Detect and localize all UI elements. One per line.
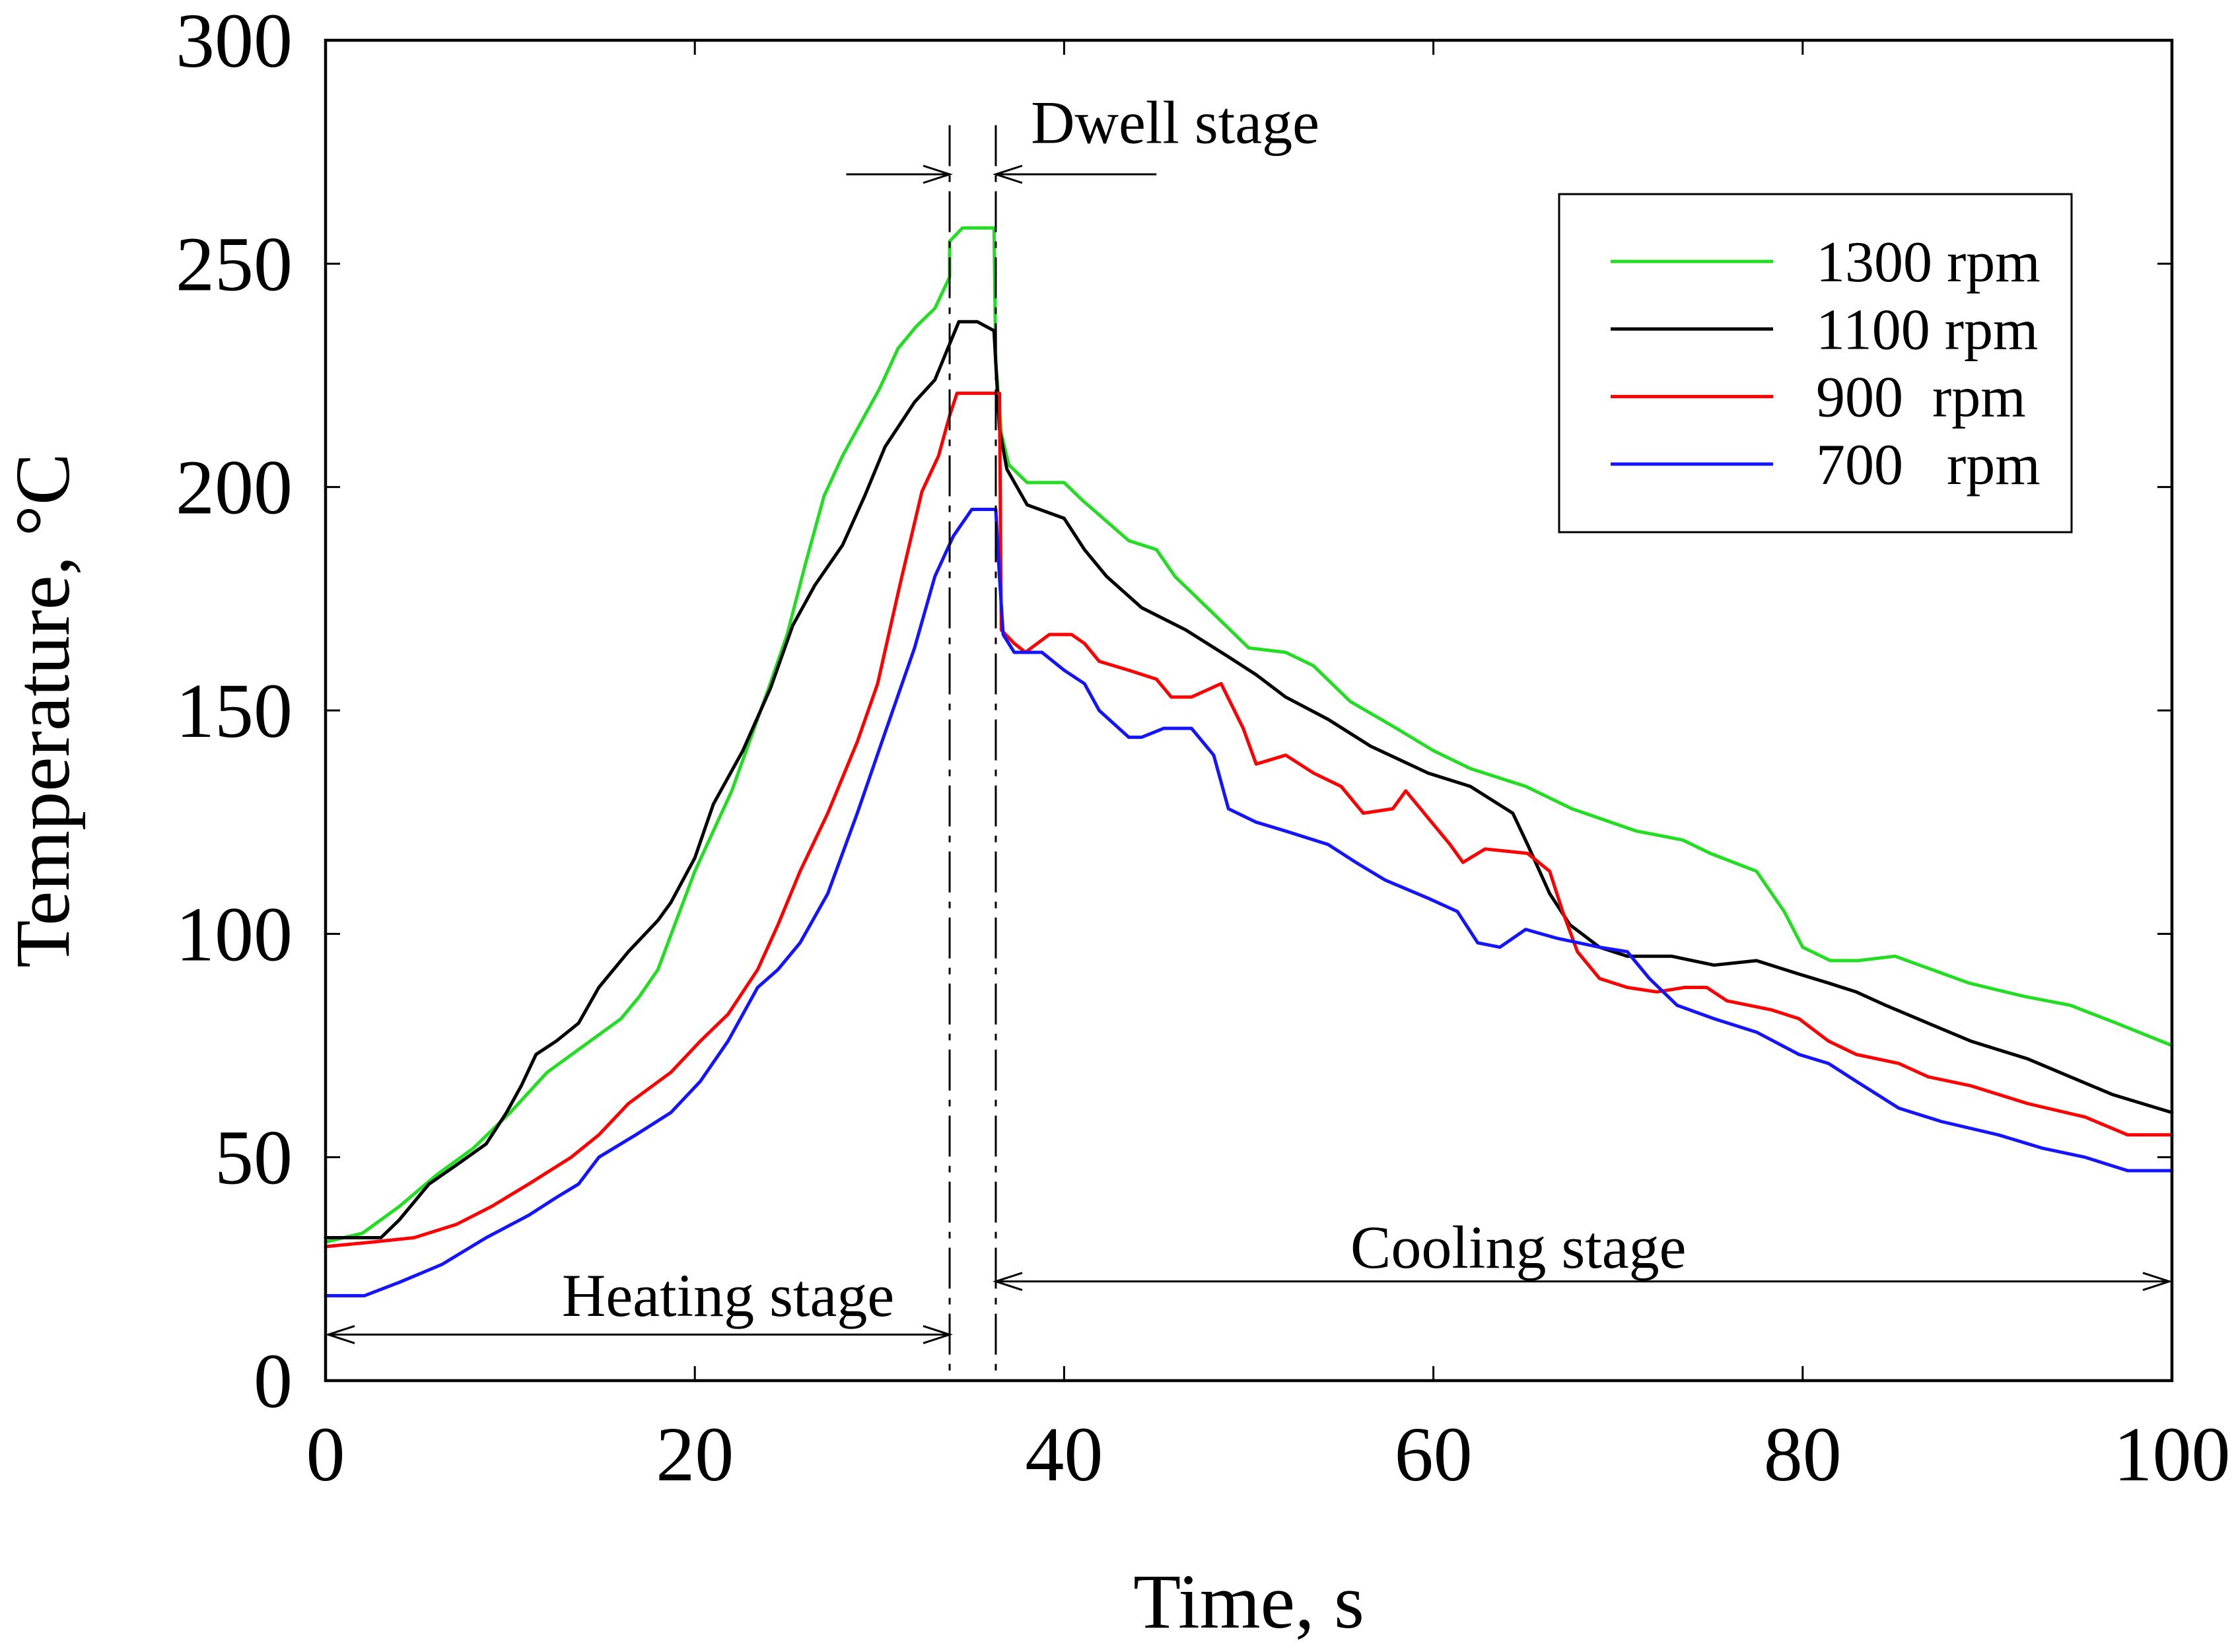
heating-stage-label: Heating stage	[562, 1262, 894, 1329]
x-tick-label: 100	[2114, 1411, 2231, 1497]
series-line-1300-rpm	[324, 226, 2174, 1244]
series-lines	[324, 226, 2174, 1297]
x-tick-label: 20	[656, 1411, 734, 1497]
cooling-arrowhead-right	[2142, 1272, 2173, 1291]
dwell-arrowhead-right	[993, 164, 1023, 184]
heating-arrowhead-left	[325, 1325, 355, 1344]
dwell-stage-label: Dwell stage	[1031, 89, 1319, 156]
y-tick-label: 150	[176, 668, 293, 754]
x-tick-label: 80	[1764, 1411, 1842, 1497]
cooling-arrowhead-left	[993, 1272, 1023, 1291]
axis-tick-labels: 0 20 40 60 80 100 0 50 100 150 200 250 300	[176, 0, 2231, 1497]
series-line-700-rpm	[324, 508, 2174, 1297]
y-tick-label: 50	[215, 1115, 293, 1201]
axis-ticks	[326, 40, 2172, 1381]
x-tick-label: 0	[306, 1411, 345, 1497]
legend-label-900-rpm: 900 rpm	[1816, 366, 2026, 430]
dwell-arrowhead-left	[923, 164, 953, 184]
stage-annotations: Dwell stage Heating stage Cooling stage	[325, 89, 2173, 1381]
y-tick-label: 200	[176, 444, 293, 531]
y-tick-label: 250	[176, 221, 293, 307]
legend-label-700-rpm: 700 rpm	[1816, 433, 2041, 497]
series-line-900-rpm	[324, 392, 2174, 1249]
y-tick-label: 100	[176, 891, 293, 977]
legend-box	[1558, 193, 2073, 533]
legend-label-1300-rpm: 1300 rpm	[1816, 230, 2041, 294]
cooling-stage-label: Cooling stage	[1350, 1214, 1687, 1281]
series-line-1100-rpm	[324, 320, 2174, 1239]
legend-label-1100-rpm: 1100 rpm	[1816, 298, 2039, 362]
x-tick-label: 40	[1025, 1411, 1103, 1497]
heating-arrowhead-right	[923, 1325, 953, 1344]
y-tick-label: 300	[176, 0, 293, 84]
y-axis-label: Temperature, °C	[0, 453, 86, 967]
x-axis-label: Time, s	[1133, 1558, 1364, 1645]
x-tick-label: 60	[1395, 1411, 1473, 1497]
y-tick-label: 0	[254, 1338, 293, 1424]
